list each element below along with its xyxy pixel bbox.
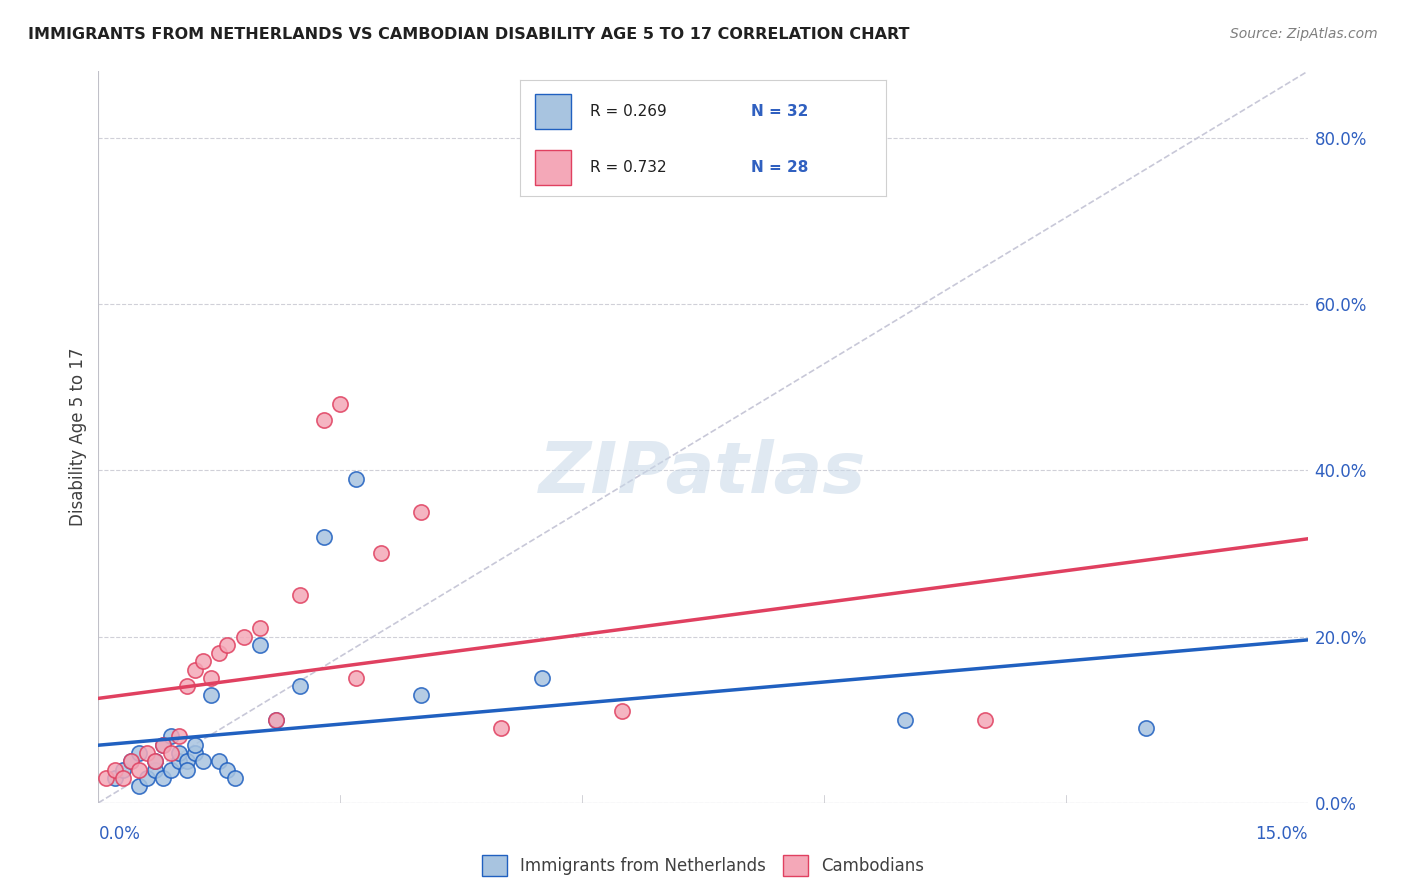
Point: [128, 746, 150, 760]
Point: [1135, 721, 1157, 735]
Point: [344, 472, 367, 486]
Point: [143, 754, 166, 768]
Point: [103, 763, 125, 777]
Point: [128, 779, 150, 793]
Point: [217, 763, 239, 777]
Point: [167, 754, 190, 768]
Text: N = 28: N = 28: [751, 160, 808, 175]
Point: [200, 671, 222, 685]
Point: [120, 754, 142, 768]
FancyBboxPatch shape: [534, 95, 571, 129]
Point: [409, 505, 432, 519]
Text: ZIPatlas: ZIPatlas: [540, 439, 866, 508]
Point: [288, 680, 311, 694]
Point: [217, 638, 239, 652]
Point: [111, 771, 134, 785]
Point: [96, 771, 118, 785]
Point: [135, 771, 157, 785]
Text: IMMIGRANTS FROM NETHERLANDS VS CAMBODIAN DISABILITY AGE 5 TO 17 CORRELATION CHAR: IMMIGRANTS FROM NETHERLANDS VS CAMBODIAN…: [28, 27, 910, 42]
Point: [249, 638, 271, 652]
Legend: Immigrants from Netherlands, Cambodians: Immigrants from Netherlands, Cambodians: [475, 848, 931, 882]
Point: [314, 413, 336, 427]
Text: 0.0%: 0.0%: [98, 825, 141, 843]
Point: [176, 754, 198, 768]
Point: [135, 746, 157, 760]
Point: [974, 713, 997, 727]
Point: [176, 680, 198, 694]
Point: [193, 754, 215, 768]
Point: [208, 646, 231, 660]
Point: [612, 705, 634, 719]
Point: [288, 588, 311, 602]
Point: [167, 746, 190, 760]
Point: [232, 630, 254, 644]
Y-axis label: Disability Age 5 to 17: Disability Age 5 to 17: [69, 348, 87, 526]
Point: [160, 746, 183, 760]
FancyBboxPatch shape: [534, 150, 571, 185]
Point: [530, 671, 553, 685]
Point: [491, 721, 513, 735]
Point: [184, 663, 207, 677]
Point: [111, 763, 134, 777]
Point: [329, 397, 352, 411]
Point: [176, 763, 198, 777]
Point: [103, 771, 125, 785]
Point: [120, 754, 142, 768]
Point: [143, 763, 166, 777]
Point: [314, 530, 336, 544]
Point: [160, 729, 183, 743]
Point: [128, 763, 150, 777]
Point: [409, 688, 432, 702]
Point: [893, 713, 915, 727]
Point: [224, 771, 246, 785]
Point: [193, 655, 215, 669]
Text: 15.0%: 15.0%: [1256, 825, 1308, 843]
Point: [370, 546, 392, 560]
Point: [143, 754, 166, 768]
Point: [184, 746, 207, 760]
Text: N = 32: N = 32: [751, 104, 808, 120]
Point: [344, 671, 367, 685]
Point: [208, 754, 231, 768]
Point: [184, 738, 207, 752]
Point: [160, 763, 183, 777]
Point: [249, 621, 271, 635]
Text: Source: ZipAtlas.com: Source: ZipAtlas.com: [1230, 27, 1378, 41]
Point: [200, 688, 222, 702]
Text: R = 0.269: R = 0.269: [589, 104, 666, 120]
Point: [152, 738, 174, 752]
Point: [167, 729, 190, 743]
Point: [152, 771, 174, 785]
Point: [152, 738, 174, 752]
Text: R = 0.732: R = 0.732: [589, 160, 666, 175]
Point: [264, 713, 287, 727]
Point: [264, 713, 287, 727]
